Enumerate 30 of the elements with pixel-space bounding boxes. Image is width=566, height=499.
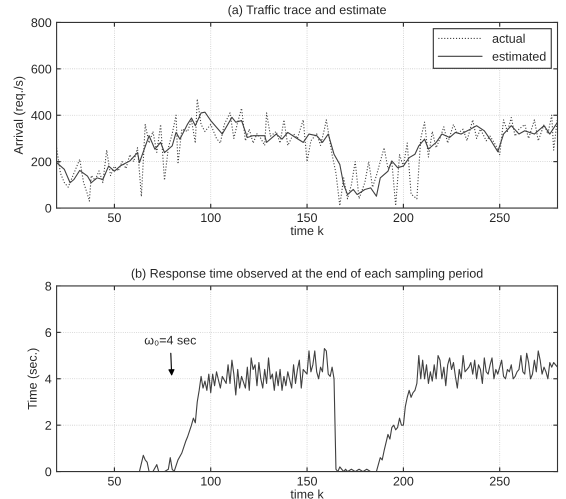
y-axis-title: Time (sec.) <box>28 348 40 410</box>
y-tick-label: 8 <box>45 282 52 291</box>
x-tick-label: 100 <box>201 476 221 486</box>
legend-label: actual <box>492 34 525 43</box>
x-tick-label: 50 <box>108 213 121 222</box>
x-tick-label: 200 <box>394 213 414 222</box>
chart-title: (b) Response time observed at the end of each sampling period <box>132 268 482 280</box>
y-tick-label: 2 <box>45 420 52 430</box>
x-axis-title: time k <box>290 226 324 236</box>
chart-title: (a) Traffic trace and estimate <box>228 5 386 17</box>
legend-label: estimated <box>492 52 546 61</box>
y-tick-label: 0 <box>45 467 52 476</box>
y-axis-title: Arrival (req./s) <box>14 76 26 154</box>
x-tick-label: 250 <box>490 476 510 486</box>
x-tick-label: 150 <box>298 213 317 222</box>
y-tick-label: 600 <box>32 64 52 74</box>
y-tick-label: 400 <box>31 111 52 120</box>
y-tick-label: 4 <box>45 374 52 384</box>
y-tick-label: 6 <box>45 328 52 338</box>
y-tick-label: 0 <box>45 204 52 213</box>
line-series <box>56 98 558 206</box>
x-tick-label: 100 <box>201 213 221 222</box>
x-tick-label: 50 <box>108 476 121 486</box>
y-tick-label: 200 <box>32 157 52 166</box>
annotation: ω₀=4 sec <box>144 336 196 346</box>
x-axis-title: time k <box>290 489 324 499</box>
x-tick-label: 250 <box>490 213 510 222</box>
y-tick-label: 800 <box>31 18 52 28</box>
x-tick-label: 150 <box>298 476 317 486</box>
x-tick-label: 200 <box>394 476 414 486</box>
